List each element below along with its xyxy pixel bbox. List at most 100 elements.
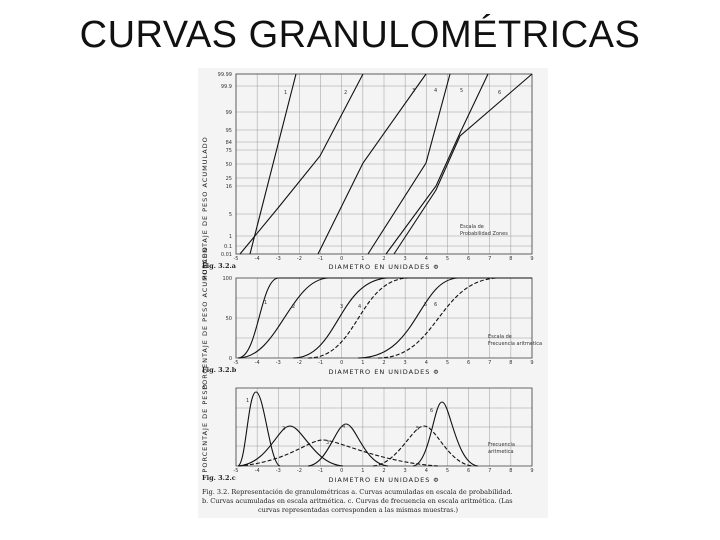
x-tick-label: 7 (488, 360, 491, 366)
x-tick-label: 9 (530, 256, 533, 262)
panel-c: PORCENTAJE DE PESO 1 2 3 4 5 6 Frecuenci… (201, 383, 534, 484)
panel-c-frame (235, 387, 533, 467)
panel-a-grid (235, 73, 533, 255)
x-tick-label: -5 (234, 360, 239, 366)
panel-c-curve-number: 4 (342, 424, 345, 430)
panel-a-y-tick: 99 (226, 110, 232, 116)
figure-caption: Fig. 3.2. Representación de granulométri… (202, 488, 513, 514)
x-tick-label: -1 (318, 360, 323, 366)
x-tick-label: 7 (488, 256, 491, 262)
x-tick-label: 4 (425, 256, 428, 262)
x-tick-label: 0 (340, 256, 343, 262)
x-tick-label: 4 (425, 360, 428, 366)
panel-a-x-axis-label: DIAMETRO EN UNIDADES Φ (328, 263, 439, 271)
x-tick-label: -1 (318, 256, 323, 262)
x-tick-label: -4 (255, 360, 260, 366)
panel-c-x-axis-label: DIAMETRO EN UNIDADES Φ (328, 476, 439, 484)
panel-b-curve-number: 5 (424, 302, 427, 308)
x-tick-label: 6 (467, 468, 470, 474)
x-tick-label: -2 (297, 468, 302, 474)
panel-b-curve-2 (237, 277, 532, 359)
x-tick-label: 3 (404, 360, 407, 366)
x-tick-label: 3 (404, 468, 407, 474)
panel-c-curve-numbers: 1 2 3 4 5 6 (246, 398, 433, 446)
panel-c-scale-note-line: aritmetica (488, 449, 514, 455)
x-tick-label: 8 (509, 256, 512, 262)
panel-b-curve-numbers: 1 2 3 4 5 6 (264, 300, 437, 310)
panel-b-y-axis-label: PORCENTAJE DE PESO ACUMULADO (201, 246, 209, 390)
panel-b-curves (237, 277, 532, 359)
panel-a-y-tick: 50 (226, 162, 232, 168)
x-tick-label: 2 (382, 468, 385, 474)
panel-c-y-axis-label: PORCENTAJE DE PESO (201, 383, 209, 472)
panel-a-fig-label: Fig. 3.2.a (202, 262, 237, 270)
panel-c-curve-3 (237, 439, 439, 467)
x-tick-label: 5 (446, 256, 449, 262)
x-tick-label: 0 (340, 360, 343, 366)
panel-b-curve-3 (292, 277, 532, 359)
x-tick-label: -2 (297, 360, 302, 366)
panel-a-y-tick: 99.9 (221, 84, 232, 90)
x-tick-label: 6 (467, 360, 470, 366)
x-tick-label: -3 (276, 468, 281, 474)
panel-a-curve-number: 3 (412, 88, 415, 94)
panel-c-curve-number: 6 (430, 408, 433, 414)
x-tick-label: 3 (404, 256, 407, 262)
panel-b-x-ticks: -5 -4 -3 -2 -1 0 1 2 3 4 5 6 7 8 9 (234, 360, 534, 366)
x-tick-label: -4 (255, 468, 260, 474)
x-tick-label: 8 (509, 468, 512, 474)
panel-b-curve-5 (357, 277, 532, 359)
x-tick-label: 1 (361, 468, 364, 474)
panel-a-curve-3 (317, 73, 427, 255)
x-tick-label: 2 (382, 256, 385, 262)
panel-a-curves (239, 73, 533, 255)
panel-c-curve-2 (237, 425, 344, 467)
caption-line: b. Curvas acumuladas en escala aritmétic… (202, 497, 513, 505)
panel-c-x-ticks: -5 -4 -3 -2 -1 0 1 2 3 4 5 6 7 8 9 (234, 468, 534, 474)
panel-b-y-tick: 0 (229, 356, 232, 362)
panel-b-scale-note-line: Frecuencia aritmetica (488, 341, 542, 347)
panel-a: PORCENTAJE DE PESO ACUMULADO 99.9999.999… (201, 72, 534, 280)
x-tick-label: -3 (276, 360, 281, 366)
panel-a-scale-note-line: Probabilidad Zones (460, 231, 508, 237)
x-tick-label: 5 (446, 360, 449, 366)
panel-c-curve-number: 2 (282, 426, 285, 432)
panel-b-fig-label: Fig. 3.2.b (202, 366, 237, 374)
panel-b-grid (235, 278, 533, 358)
panel-b-x-axis-label: DIAMETRO EN UNIDADES Φ (328, 368, 439, 376)
panel-c-scale-note-line: Frecuencia (488, 442, 515, 448)
panel-b-curve-number: 4 (358, 304, 361, 310)
panel-b-curve-number: 2 (292, 304, 295, 310)
panel-a-curve-1 (249, 73, 297, 255)
panel-c-curve-number: 1 (246, 398, 249, 404)
x-tick-label: 4 (425, 468, 428, 474)
panel-a-curve-numbers: 1 2 3 4 5 6 (284, 88, 501, 96)
panel-a-y-tick: 0.01 (221, 252, 232, 258)
x-tick-label: 1 (361, 360, 364, 366)
panel-a-y-tick: 99.99 (218, 72, 232, 78)
panel-c-curve-number: 5 (416, 426, 419, 432)
panel-b: PORCENTAJE DE PESO ACUMULADO 1 0 0 50 0 1 … (201, 246, 542, 390)
panel-a-curve-5 (385, 73, 489, 255)
panel-a-curve-4 (367, 73, 451, 255)
x-tick-label: 6 (467, 256, 470, 262)
panel-c-curve-6 (412, 401, 479, 467)
panel-b-scale-note-line: Escala de (488, 334, 512, 340)
panel-a-y-tick: 84 (226, 140, 232, 146)
panel-a-y-tick: 0.1 (224, 244, 232, 250)
x-tick-label: 2 (382, 360, 385, 366)
panel-c-curves (237, 391, 479, 467)
x-tick-label: -5 (234, 468, 239, 474)
x-tick-label: 9 (530, 360, 533, 366)
x-tick-label: -1 (318, 468, 323, 474)
panel-a-curve-number: 4 (434, 88, 437, 94)
panel-b-curve-number: 1 (264, 300, 267, 306)
panel-c-curve-1 (237, 391, 281, 467)
x-tick-label: 7 (488, 468, 491, 474)
x-tick-label: -2 (297, 256, 302, 262)
panel-b-curve-number: 6 (434, 302, 437, 308)
x-tick-label: -5 (234, 256, 239, 262)
panel-b-y-tick: 50 (226, 316, 232, 322)
panel-a-x-ticks: -5 -4 -3 -2 -1 0 1 2 3 4 5 6 7 8 9 (234, 256, 534, 262)
x-tick-label: 1 (361, 256, 364, 262)
